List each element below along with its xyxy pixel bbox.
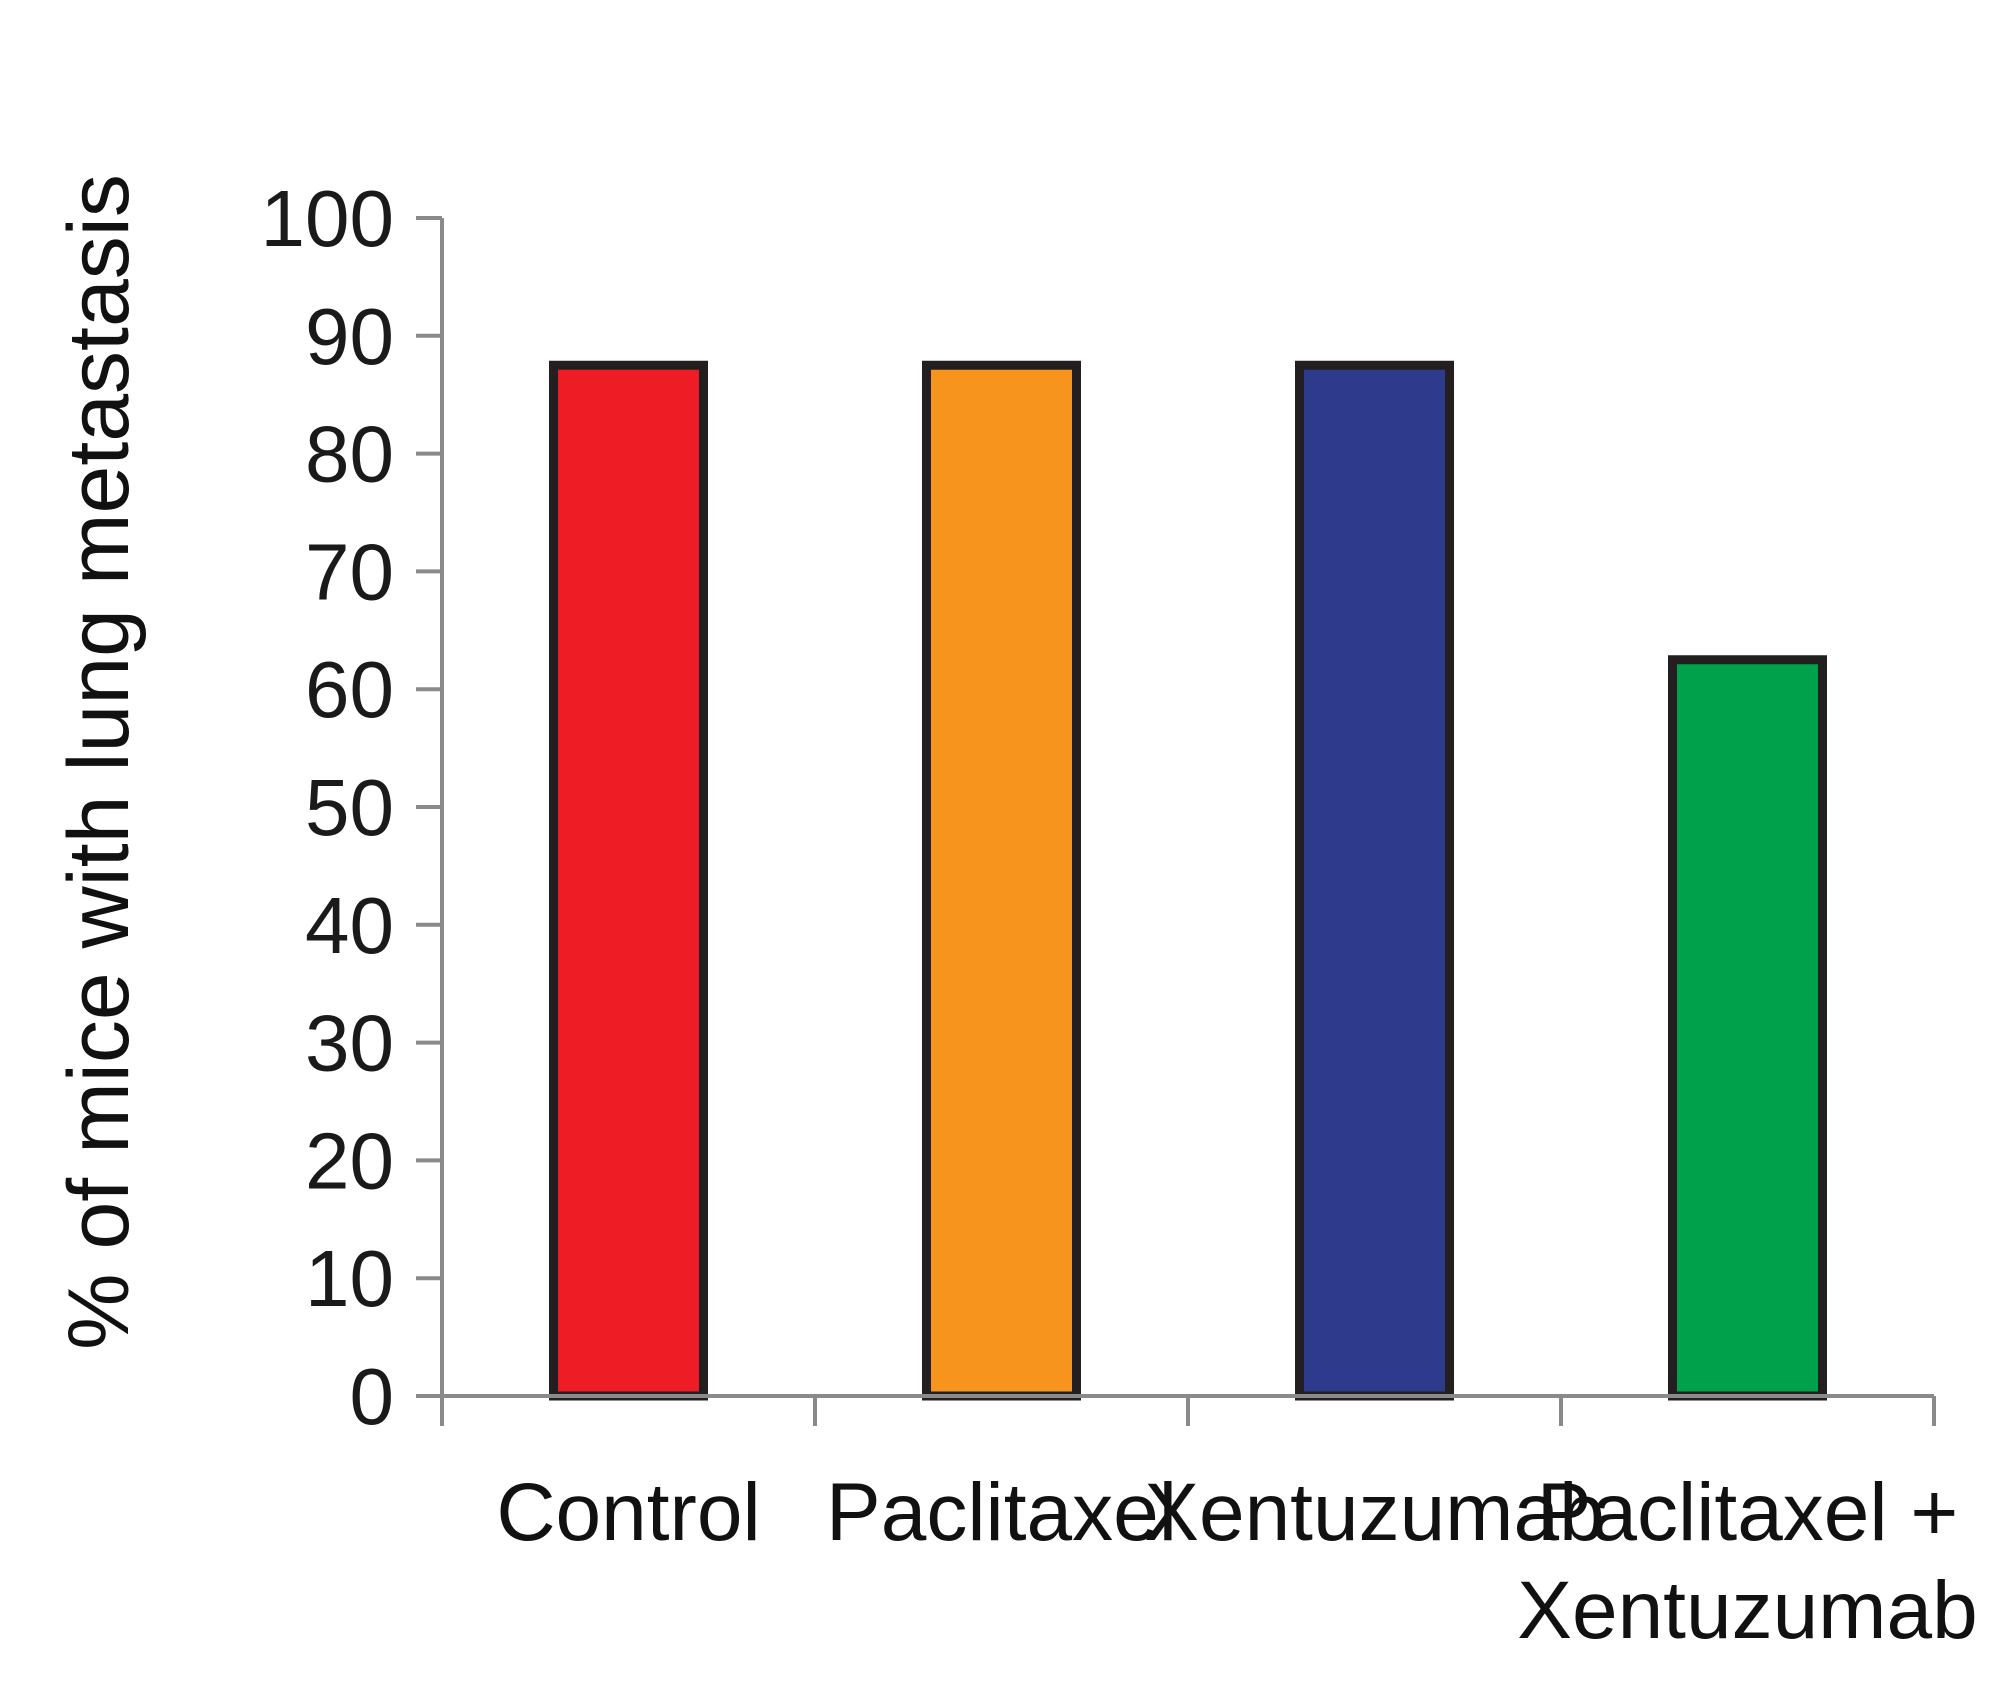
x-tick-label-line: Xentuzumab: [1517, 1565, 1977, 1656]
x-tick-label: Paclitaxel + Xentuzumab: [1517, 1467, 1977, 1656]
x-tick-label: Xentuzumab: [1144, 1467, 1604, 1558]
y-tick-label: 60: [305, 645, 394, 734]
x-tick-label-line: Control: [496, 1467, 760, 1558]
y-tick-label: 50: [305, 763, 394, 852]
x-tick-label-line: Paclitaxel: [826, 1467, 1177, 1558]
x-tick-label-line: Xentuzumab: [1144, 1467, 1604, 1558]
y-tick-label: 40: [305, 881, 394, 970]
y-tick-label: 20: [305, 1116, 394, 1205]
x-tick-label: Paclitaxel: [826, 1467, 1177, 1558]
y-tick-label: 0: [350, 1352, 395, 1441]
y-tick-label: 100: [261, 174, 394, 263]
y-tick-label: 10: [305, 1234, 394, 1323]
y-tick-label: 90: [305, 292, 394, 381]
bar: [549, 360, 708, 1401]
bars: [549, 360, 1827, 1401]
x-tick-label-line: Paclitaxel +: [1537, 1467, 1959, 1558]
y-tick-label: 70: [305, 527, 394, 616]
x-tick-label: Control: [496, 1467, 760, 1558]
bar: [922, 360, 1081, 1401]
y-tick-label: 80: [305, 410, 394, 499]
bar: [1668, 655, 1827, 1401]
bar: [1295, 360, 1454, 1401]
y-tick-label: 30: [305, 999, 394, 1088]
y-axis: 0 10 20 30 40 50 60 70 80 90 100: [261, 174, 444, 1441]
y-axis-title: % of mice with lung metastasis: [51, 174, 147, 1350]
